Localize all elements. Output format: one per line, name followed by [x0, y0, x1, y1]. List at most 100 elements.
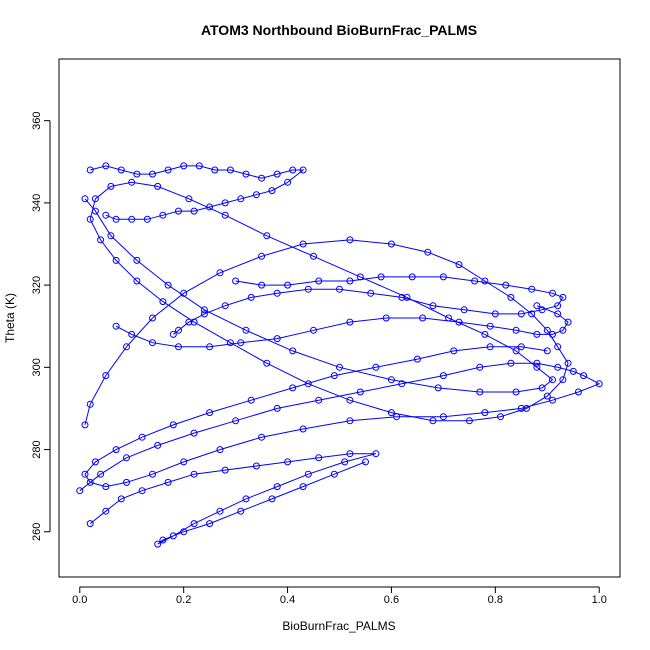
data-point: [455, 318, 463, 326]
data-point: [180, 528, 188, 536]
data-point: [86, 478, 94, 486]
data-point: [439, 273, 447, 281]
data-point: [164, 281, 172, 289]
data-point: [190, 470, 198, 478]
data-point: [549, 330, 556, 338]
data-point: [81, 470, 89, 478]
series-line: [84, 181, 569, 426]
data-point: [102, 211, 110, 219]
data-point: [237, 507, 245, 515]
data-point: [185, 318, 193, 326]
data-point: [439, 413, 447, 421]
data-point: [434, 384, 442, 392]
data-point: [128, 330, 136, 338]
data-point: [102, 372, 110, 380]
data-point: [154, 441, 162, 449]
data-point: [154, 540, 162, 548]
y-tick-label: 300: [31, 358, 43, 376]
data-point: [543, 326, 551, 334]
data-point: [138, 487, 146, 495]
data-point: [387, 409, 395, 417]
data-point: [387, 376, 395, 384]
data-point: [169, 532, 177, 540]
data-point: [149, 470, 156, 478]
data-point: [304, 285, 312, 293]
series-line: [115, 305, 569, 348]
data-point: [226, 339, 234, 347]
data-point: [299, 483, 307, 491]
data-point: [528, 310, 536, 318]
data-point: [143, 215, 151, 223]
data-point: [206, 203, 214, 211]
data-point: [346, 277, 354, 285]
data-point: [465, 417, 473, 425]
data-point: [258, 252, 266, 260]
data-point: [273, 289, 281, 297]
data-point: [195, 162, 203, 170]
data-point: [273, 483, 281, 491]
y-tick-label: 260: [31, 523, 43, 541]
data-point: [387, 240, 395, 248]
data-point: [211, 166, 219, 174]
data-point: [159, 536, 167, 544]
data-point: [221, 466, 229, 474]
data-point: [138, 433, 146, 441]
data-point: [346, 450, 354, 458]
data-point: [76, 487, 84, 495]
data-point: [149, 339, 156, 347]
data-point: [149, 314, 156, 322]
data-point: [403, 293, 411, 301]
data-point: [185, 195, 193, 203]
data-point: [169, 421, 177, 429]
data-point: [221, 211, 229, 219]
data-point: [284, 178, 292, 186]
data-point: [554, 310, 562, 318]
data-point: [263, 359, 271, 367]
data-point: [377, 273, 385, 281]
data-point: [242, 326, 250, 334]
data-point: [330, 372, 338, 380]
data-point: [91, 458, 99, 466]
data-point: [460, 306, 468, 314]
data-point: [429, 302, 437, 310]
data-point: [252, 462, 260, 470]
data-point: [310, 326, 317, 334]
data-point: [336, 285, 343, 293]
data-point: [221, 199, 229, 207]
data-point: [237, 195, 245, 203]
plot-area: [76, 162, 603, 548]
data-point: [512, 347, 520, 355]
data-point: [133, 277, 141, 285]
data-point: [123, 454, 130, 462]
data-point: [91, 207, 99, 215]
data-point: [226, 166, 234, 174]
data-point: [112, 446, 120, 454]
data-point: [112, 256, 120, 264]
data-point: [330, 470, 338, 478]
data-point: [86, 400, 94, 408]
y-tick-label: 360: [31, 111, 43, 129]
series-3: [86, 450, 380, 548]
data-point: [242, 170, 250, 178]
data-point: [424, 248, 432, 256]
data-point: [533, 330, 541, 338]
data-point: [362, 458, 369, 466]
data-point: [175, 343, 182, 351]
data-point: [398, 380, 406, 388]
data-point: [299, 240, 307, 248]
data-point: [549, 396, 556, 404]
data-point: [216, 507, 224, 515]
data-point: [117, 166, 125, 174]
data-point: [538, 384, 546, 392]
data-point: [258, 174, 266, 182]
data-point: [491, 310, 499, 318]
data-point: [268, 187, 276, 195]
data-point: [268, 495, 276, 503]
data-point: [273, 404, 281, 412]
data-point: [455, 261, 463, 269]
data-point: [97, 470, 105, 478]
data-point: [497, 413, 504, 421]
data-point: [476, 388, 484, 396]
data-point: [97, 236, 105, 244]
data-point: [481, 330, 489, 338]
